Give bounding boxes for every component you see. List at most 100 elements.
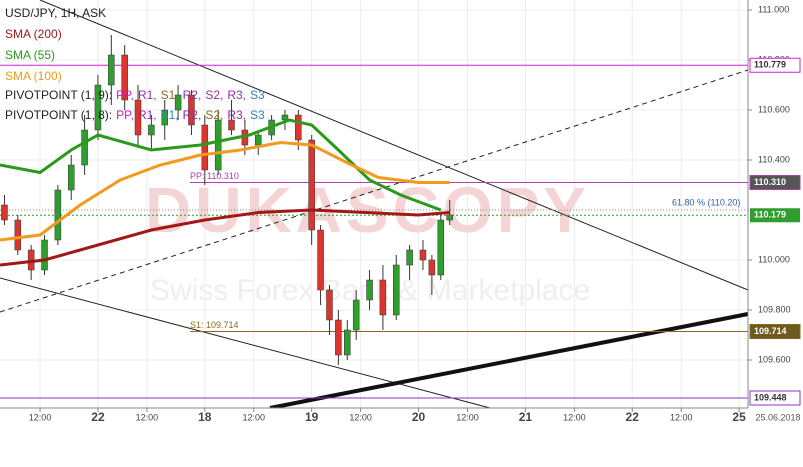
legend-item: S1, (161, 108, 179, 122)
price-tag-label: 109.448 (754, 392, 787, 402)
trend-line (0, 277, 491, 409)
candle-body (201, 124, 209, 171)
price-tag (749, 390, 801, 406)
candle-body (419, 249, 427, 261)
candle-body (1, 204, 8, 221)
legend-item: PP, (116, 88, 134, 102)
candle-body (121, 54, 128, 101)
candle-body (54, 189, 62, 241)
axes: 25.06.2018 111.000110.800110.600110.4001… (29, 4, 801, 424)
legend-item: R1, (138, 88, 157, 102)
x-tick-label: 21 (519, 410, 533, 424)
y-tick-label: 111.000 (758, 4, 789, 14)
price-tag (749, 57, 801, 73)
legend: USD/JPY, 1H, ASK SMA (200) SMA (55) SMA (1… (5, 6, 265, 122)
candle-body (148, 124, 155, 136)
y-tick-label: 110.000 (758, 254, 790, 264)
x-tick-label: 12:00 (456, 412, 479, 422)
x-tick-label: 12:00 (563, 412, 586, 422)
x-tick-label: 19 (305, 410, 319, 424)
candle-body (41, 239, 48, 271)
legend-item: R2, (183, 88, 202, 102)
candle-body (174, 94, 182, 111)
candle-body (281, 114, 289, 121)
legend-entry: PIVOTPOINT (1, 8): PP, R1, S1, R2, S2, R3, S3 (5, 108, 265, 122)
legend-label: PIVOTPOINT (1, 9): (5, 88, 112, 102)
candle-body (295, 114, 302, 141)
date-label: 25.06.2018 (755, 412, 800, 422)
candle-body (352, 299, 360, 331)
candle-body (161, 109, 168, 126)
candle-body (214, 119, 222, 171)
price-tag (749, 175, 801, 190)
candle-body (67, 164, 75, 191)
legend-label: PIVOTPOINT (1, 8): (5, 108, 112, 122)
candle-body (317, 229, 324, 291)
y-tick-label: 110.600 (758, 104, 790, 114)
price-tag-label: 110.179 (754, 210, 786, 220)
y-tick-label: 109.800 (758, 304, 791, 314)
candle-body (393, 264, 400, 316)
x-tick-label: 12:00 (243, 412, 266, 422)
legend-entry: SMA (55) (5, 48, 55, 62)
candle-body (428, 259, 436, 276)
sma-line (0, 118, 442, 212)
candle-body (406, 249, 413, 266)
watermark: DUKASCOPY (145, 174, 590, 246)
candle-body (366, 279, 373, 301)
level-note: PP: 110.310 (190, 171, 239, 181)
x-tick-label: 25 (732, 410, 746, 424)
x-tick-label: 12:00 (349, 412, 372, 422)
y-tick-label: 110.400 (758, 154, 790, 164)
price-tag-label: 110.310 (754, 177, 786, 187)
fib-label: 61.80 % (110.20) (672, 197, 740, 207)
candle-body (134, 99, 142, 136)
candle-body (437, 219, 445, 276)
x-tick-label: 20 (412, 410, 426, 424)
level-note: S1: 109.714 (190, 320, 239, 330)
legend-item: S1, (161, 88, 179, 102)
candle-body (344, 329, 351, 356)
sma-line (0, 208, 450, 267)
y-axis-panel (748, 0, 803, 467)
x-tick-label: 12:00 (670, 412, 693, 422)
legend-item: S3 (250, 108, 265, 122)
legend-item: PP, (116, 108, 134, 122)
x-tick-label: 18 (198, 410, 212, 424)
candle-body (379, 279, 387, 316)
price-tag (750, 208, 800, 223)
candle-body (14, 219, 22, 251)
legend-item: S2, (205, 88, 223, 102)
legend-entry: SMA (200) (5, 27, 62, 41)
candle-body (81, 129, 88, 166)
x-tick-label: 22 (626, 410, 640, 424)
price-tag-label: 109.714 (754, 326, 787, 336)
candle-body (254, 134, 262, 146)
sma-lines (0, 118, 450, 267)
trend-line (39, 0, 749, 291)
x-tick-label: 12:00 (29, 412, 52, 422)
price-tag (749, 324, 801, 339)
price-tag-label: 110.779 (754, 60, 786, 70)
candle-body (188, 94, 195, 126)
legend-item: R3, (227, 88, 246, 102)
sma-line (0, 140, 450, 242)
candles (1, 35, 453, 365)
candle-body (228, 119, 235, 131)
x-tick-label: 12:00 (136, 412, 159, 422)
legend-entry: PIVOTPOINT (1, 9): PP, R1, S1, R2, S2, R3, S3 (5, 88, 265, 102)
trend-lines (0, 0, 749, 410)
candle-body (94, 84, 102, 131)
trend-line (269, 312, 749, 410)
x-axis-panel (0, 408, 803, 467)
candle-body (308, 139, 315, 231)
legend-item: R1, (138, 108, 157, 122)
y-tick-label: 109.600 (758, 354, 791, 364)
candle-body (446, 214, 453, 221)
legend-item: S2, (205, 108, 223, 122)
chart-title: USD/JPY, 1H, ASK (5, 6, 106, 20)
candle-body (335, 319, 342, 356)
